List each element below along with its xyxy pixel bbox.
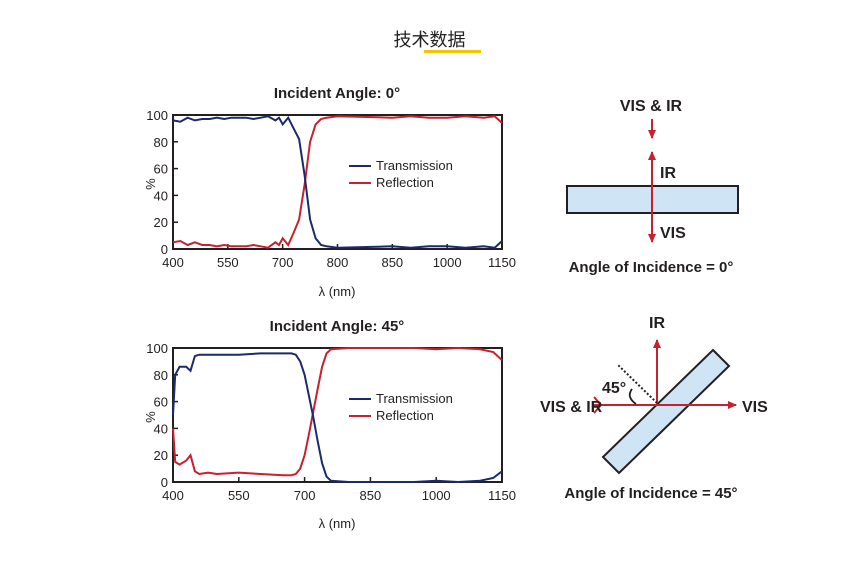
legend-transmission-label: Transmission: [376, 158, 453, 173]
x-tick-label: 850: [360, 488, 382, 503]
x-tick-label: 550: [217, 255, 239, 270]
x-tick-label: 400: [162, 255, 184, 270]
y-tick-label: 60: [154, 162, 168, 177]
y-tick-label: 20: [154, 448, 168, 463]
angle-arc: [628, 388, 637, 405]
diagram-caption: Angle of Incidence = 45°: [564, 485, 737, 502]
filter-plate-tilted: [601, 348, 731, 475]
x-tick-label: 1150: [488, 488, 516, 503]
diagram-transmitted-label: VIS: [660, 225, 686, 242]
legend: Transmission Reflection: [349, 158, 453, 190]
diagram-caption: Angle of Incidence = 0°: [569, 259, 734, 276]
diagram-angle-45: IR VIS & IR VIS 45° Angle of Incidence =…: [540, 315, 768, 502]
chart-title: Incident Angle: 0°: [274, 85, 400, 102]
transmission-series-line: [172, 352, 503, 484]
y-tick-label: 60: [154, 395, 168, 410]
y-axis-label: %: [143, 411, 158, 423]
legend-transmission-label: Transmission: [376, 391, 453, 406]
chart-angle-0: Incident Angle: 0° 0 20 40 60 80 100 400 550 70…: [143, 85, 516, 299]
x-tick-label: 1000: [422, 488, 451, 503]
page-title: 技术数据: [393, 30, 466, 51]
y-axis-label: %: [143, 178, 158, 190]
diagram-reflected-label: IR: [660, 165, 676, 182]
legend-reflection-label: Reflection: [376, 175, 434, 190]
legend: Transmission Reflection: [349, 391, 453, 423]
y-tick-label: 100: [146, 108, 168, 123]
chart-angle-45: Incident Angle: 45° 0 20 40 60 80 100 400 550 7…: [143, 318, 516, 531]
plot-frame: [172, 347, 503, 483]
x-tick-label: 700: [294, 488, 316, 503]
x-tick-label: 400: [162, 488, 184, 503]
x-tick-label: 700: [272, 255, 294, 270]
reflection-series-line: [172, 346, 503, 477]
y-tick-label: 100: [146, 341, 168, 356]
x-tick-label: 1150: [488, 255, 516, 270]
x-axis-label: λ (nm): [319, 516, 356, 531]
plot-frame: [172, 114, 503, 250]
y-tick-label: 40: [154, 188, 168, 203]
x-tick-label: 1000: [433, 255, 462, 270]
reflection-series-line: [172, 115, 503, 249]
chart-title: Incident Angle: 45°: [270, 318, 405, 335]
surface-normal-dotted-line: [616, 363, 658, 404]
x-tick-label: 850: [381, 255, 403, 270]
diagram-reflected-label: IR: [649, 315, 665, 332]
legend-reflection-label: Reflection: [376, 408, 434, 423]
y-tick-label: 20: [154, 215, 168, 230]
input-beam-arrowhead: [593, 396, 603, 414]
y-tick-label: 80: [154, 135, 168, 150]
x-axis-label: λ (nm): [319, 284, 356, 299]
y-tick-label: 0: [161, 242, 168, 257]
y-tick-label: 80: [154, 368, 168, 383]
x-tick-label: 550: [228, 488, 250, 503]
title-underline: [424, 50, 481, 53]
y-tick-label: 0: [161, 475, 168, 490]
diagram-input-label: VIS & IR: [620, 98, 683, 115]
transmission-series-line: [172, 115, 503, 249]
y-tick-label: 40: [154, 421, 168, 436]
diagram-input-label: VIS & IR: [540, 399, 603, 416]
diagram-transmitted-label: VIS: [742, 399, 768, 416]
diagram-angle-label: 45°: [602, 380, 626, 397]
diagram-angle-0: VIS & IR IR VIS Angle of Incidence = 0°: [566, 98, 739, 276]
x-tick-label: 800: [327, 255, 349, 270]
